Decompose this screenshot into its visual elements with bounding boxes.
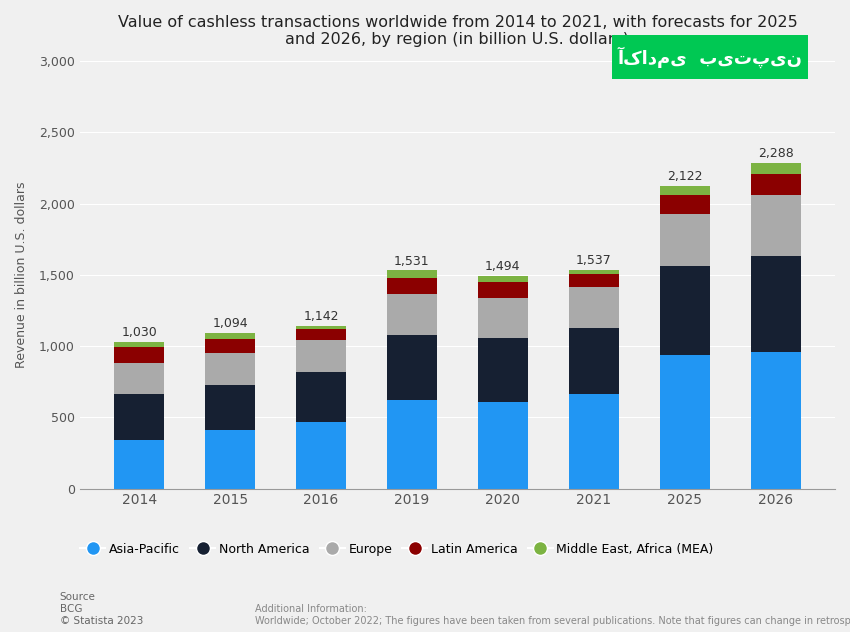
Bar: [660, 195, 710, 214]
Bar: [296, 372, 346, 422]
Bar: [296, 326, 346, 329]
Bar: [205, 430, 255, 489]
Text: آکادمی  بیتپین: آکادمی بیتپین: [617, 46, 802, 68]
Y-axis label: Revenue in billion U.S. dollars: Revenue in billion U.S. dollars: [15, 181, 28, 368]
Bar: [751, 174, 801, 195]
Bar: [569, 269, 619, 274]
Bar: [387, 400, 437, 489]
Text: 1,142: 1,142: [303, 310, 339, 323]
Bar: [387, 294, 437, 334]
Bar: [387, 270, 437, 278]
Text: 2,288: 2,288: [758, 147, 794, 160]
Bar: [751, 256, 801, 352]
Bar: [296, 339, 346, 372]
Bar: [569, 274, 619, 287]
Bar: [387, 278, 437, 294]
Bar: [751, 195, 801, 256]
Bar: [660, 355, 710, 489]
Bar: [205, 353, 255, 384]
Bar: [205, 384, 255, 430]
Text: Additional Information:
Worldwide; October 2022; The figures have been taken fro: Additional Information: Worldwide; Octob…: [255, 604, 850, 626]
Text: Source
BCG
© Statista 2023: Source BCG © Statista 2023: [60, 592, 143, 626]
Bar: [478, 276, 528, 282]
Bar: [478, 298, 528, 338]
Bar: [569, 394, 619, 489]
Bar: [660, 186, 710, 195]
Bar: [478, 338, 528, 403]
Bar: [478, 403, 528, 489]
Bar: [660, 266, 710, 355]
Bar: [205, 332, 255, 339]
Bar: [751, 352, 801, 489]
Bar: [660, 214, 710, 266]
Bar: [205, 339, 255, 353]
Bar: [751, 162, 801, 174]
Bar: [114, 348, 164, 363]
Bar: [387, 334, 437, 400]
Text: 1,537: 1,537: [576, 253, 612, 267]
Text: 2,122: 2,122: [667, 170, 702, 183]
Text: 1,494: 1,494: [485, 260, 521, 273]
Bar: [114, 440, 164, 489]
Title: Value of cashless transactions worldwide from 2014 to 2021, with forecasts for 2: Value of cashless transactions worldwide…: [117, 15, 797, 47]
Legend: Asia-Pacific, North America, Europe, Latin America, Middle East, Africa (MEA): Asia-Pacific, North America, Europe, Lat…: [76, 538, 718, 561]
Bar: [478, 282, 528, 298]
Text: 1,094: 1,094: [212, 317, 248, 330]
Bar: [114, 394, 164, 440]
Text: 1,531: 1,531: [394, 255, 430, 267]
Bar: [296, 422, 346, 489]
Text: 1,030: 1,030: [122, 326, 157, 339]
Bar: [569, 287, 619, 327]
Bar: [296, 329, 346, 339]
Bar: [114, 363, 164, 394]
Bar: [114, 342, 164, 348]
Bar: [569, 327, 619, 394]
